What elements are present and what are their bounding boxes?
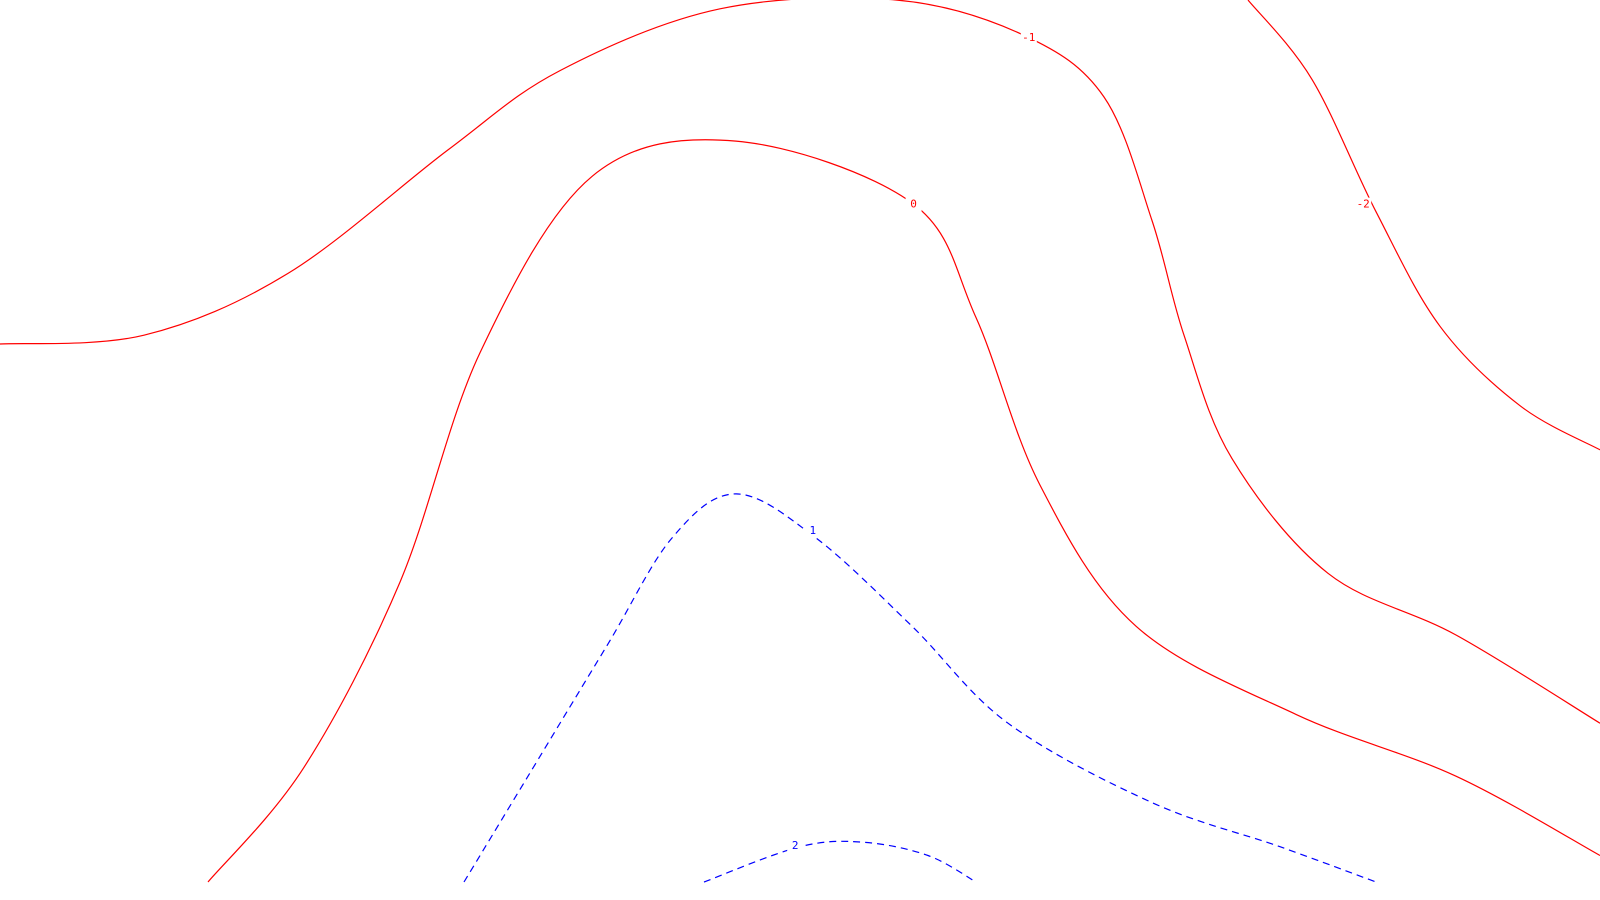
- contour-line-level-0: [207, 139, 1600, 883]
- contour-line-level-neg1: [0, 0, 1600, 724]
- contour-label: -2: [1357, 198, 1370, 211]
- contour-line-level-1: [463, 493, 1377, 883]
- contour-line-level-2: [703, 840, 977, 883]
- contour-labels: -2 -1 0 1 2: [787, 30, 1372, 853]
- contour-label-background: [787, 838, 804, 853]
- contour-label: 2: [792, 839, 799, 852]
- contour-line-level-neg2: [1247, 0, 1600, 451]
- contour-label-background: [804, 523, 821, 538]
- contour-label-background: [905, 197, 922, 212]
- contour-label: -1: [1022, 31, 1035, 44]
- contour-label-background: [1355, 197, 1372, 212]
- contour-label: 1: [809, 524, 816, 537]
- contour-label-background: [1020, 30, 1037, 45]
- contour-label: 0: [910, 198, 917, 211]
